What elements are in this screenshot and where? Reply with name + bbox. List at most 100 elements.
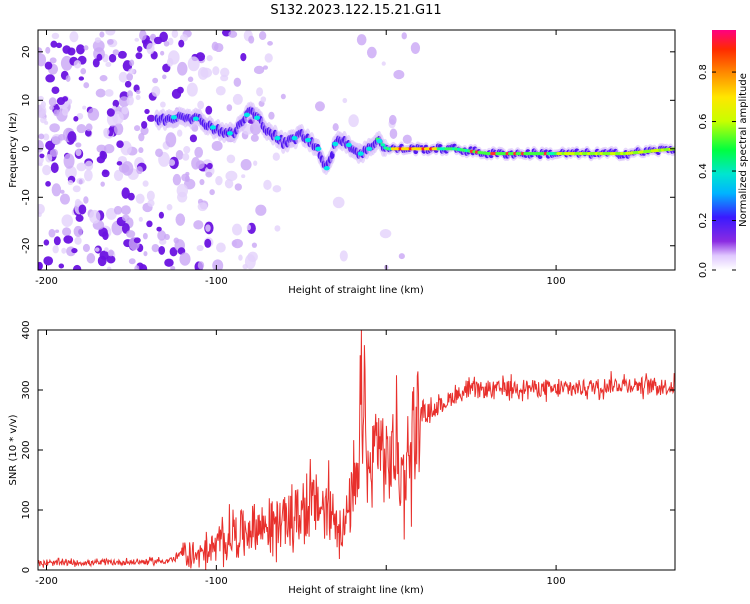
spectrogram-noise-blob [49, 148, 59, 157]
spectrogram-noise-blob [141, 120, 148, 129]
spectrogram-noise-blob [107, 249, 114, 257]
spectrogram-noise-blob [50, 162, 59, 174]
spectrogram-noise-blob [82, 243, 90, 253]
spectrogram-noise-blob [113, 122, 124, 136]
spectrogram-noise-blob [142, 180, 149, 187]
spectrogram-noise-blob [100, 181, 105, 187]
spectrogram-noise-blob [61, 214, 73, 228]
spectrogram-noise-blob [158, 245, 166, 255]
spectrogram-noise-blob [112, 99, 120, 108]
spectrogram-noise-blob [246, 224, 251, 231]
y-tick-label-top: -10 [21, 189, 32, 205]
spectrogram-noise-blob [38, 203, 45, 215]
spectrogram-noise-blob [248, 35, 255, 44]
colorbar-tick-label: 0.6 [698, 114, 709, 130]
spectrogram-noise-blob [175, 213, 186, 226]
spectrogram-noise-blob [151, 243, 160, 253]
y-tick-label-bot: 100 [21, 500, 32, 519]
spectrogram-noise-blob [139, 30, 147, 41]
spectrogram-noise-blob [267, 41, 273, 46]
spectrogram-noise-blob [44, 61, 53, 70]
spectrogram-noise-blob [212, 66, 220, 76]
spectrogram-noise-blob [67, 98, 73, 105]
spectrogram-noise-blob [211, 41, 219, 51]
spectrogram-noise-blob [176, 86, 184, 94]
spectrogram-noise-blob [193, 220, 204, 230]
colorbar-ticks: 0.0 0.2 0.4 0.6 0.8 [698, 64, 736, 278]
spectrogram-noise-blob [43, 239, 50, 246]
spectrogram-noise-blob [129, 59, 135, 67]
spectrogram-noise-blob [232, 93, 243, 105]
spectrogram-noise-blob [410, 42, 421, 54]
spectrogram-noise-blob [78, 179, 83, 185]
spectrogram-noise-blob [231, 223, 243, 236]
spectrogram-noise-blob [251, 242, 258, 248]
spectrogram-noise-blob [42, 164, 52, 176]
snr-series-line [38, 330, 675, 570]
spectrogram-noise-blob [199, 178, 205, 186]
spectrogram-noise-blob [60, 189, 65, 194]
spectrogram-noise-blob [121, 106, 129, 115]
spectrogram-noise-blob [92, 58, 100, 68]
spectrogram-noise-blob [205, 105, 213, 115]
spectrogram-noise-blob [262, 65, 269, 70]
spectrogram-noise-blob [112, 111, 124, 125]
spectrogram-noise-blob [99, 250, 109, 260]
spectrogram-hotspot [366, 146, 373, 151]
snr-x-ticks: -200 -100 100 [35, 330, 566, 587]
spectrogram-noise-blob [162, 74, 167, 80]
spectrogram-noise-blob [142, 232, 148, 240]
spectrogram-noise-blob [83, 82, 90, 89]
spectrogram-noise-blob [339, 250, 348, 262]
y-tick-label-bot: 400 [21, 320, 32, 339]
spectrogram-noise-blob [233, 77, 242, 87]
spectrogram-noise-blob [134, 125, 141, 132]
spectrogram-noise-blob [194, 146, 204, 158]
y-tick-label-top: -20 [21, 238, 32, 254]
spectrogram-noise-blob [126, 230, 136, 238]
spectrogram-hotspot [291, 135, 298, 141]
spectrogram-noise-blob [128, 68, 135, 75]
spectrogram-noise-blob [48, 97, 57, 107]
spectrogram-noise-blob [83, 169, 93, 182]
spectrogram-noise-blob [45, 46, 51, 54]
spectrogram-noise-blob [51, 86, 60, 95]
spectrogram-noise-blob [51, 183, 62, 197]
spectrogram-noise-blob [75, 142, 82, 148]
x-tick-label-top: -200 [35, 276, 58, 287]
spectrogram-noise-blob [393, 69, 405, 80]
spectrogram-noise-blob [134, 265, 140, 270]
spectrogram-noise-blob [108, 53, 117, 63]
spectrogram-noise-blob [138, 147, 144, 154]
spectrogram-noise-blob [157, 230, 167, 241]
spectrogram-noise-blob [356, 34, 367, 46]
spectrogram-hotspot [323, 165, 330, 171]
spectrogram-noise-blob [75, 214, 84, 222]
spectrogram-noise-blob [53, 109, 60, 117]
spectrogram-noise-blob [156, 226, 162, 232]
spectrogram-noise-blob [220, 67, 230, 78]
spectrogram-noise-blob [96, 53, 103, 61]
spectrogram-noise-blob [65, 165, 77, 180]
spectrogram-hotspot [226, 131, 233, 136]
spectrogram-noise-blob [228, 30, 238, 38]
spectrogram-noise-blob [166, 204, 173, 211]
spectrogram-noise-blob [42, 133, 50, 141]
spectrogram-hotspot [305, 137, 312, 143]
spectrogram-noise-blob [146, 114, 156, 122]
spectrogram-noise-blob [112, 105, 117, 110]
spectrogram-noise-blob [85, 123, 93, 132]
spectrogram-noise-blob [62, 227, 72, 237]
spectrogram-noise-blob [168, 159, 176, 166]
spectrogram-noise-blob [59, 193, 71, 205]
spectrogram-noise-blob [181, 173, 190, 182]
spectrogram-noise-blob [94, 37, 101, 43]
spectrogram-noise-blob [381, 61, 386, 66]
spectrogram-noise-blob [106, 108, 115, 117]
spectrogram-noise-blob [146, 43, 155, 55]
spectrogram-noise-blob [220, 74, 229, 82]
spectrogram-noise-blob [135, 94, 141, 101]
spectrogram-noise-blob [348, 114, 359, 128]
snr-marks [38, 330, 675, 570]
spectrogram-noise-blob [104, 247, 109, 252]
